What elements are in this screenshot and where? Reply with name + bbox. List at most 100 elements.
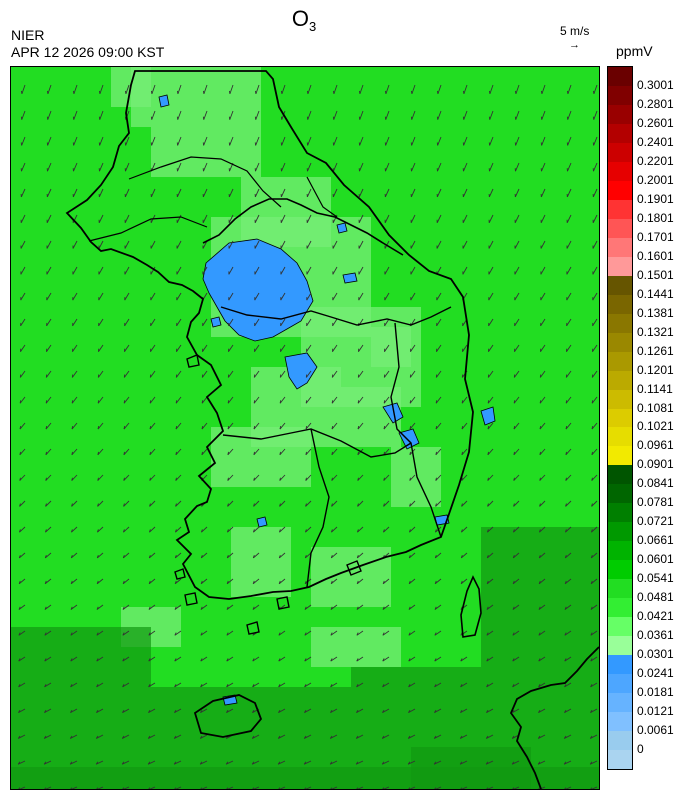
wind-arrow-head <box>539 529 541 533</box>
wind-arrow <box>513 396 520 404</box>
wind-arrow-head <box>148 658 151 662</box>
wind-arrow <box>437 84 442 94</box>
wind-arrow-head <box>174 658 177 662</box>
wind-arrow-head <box>331 529 333 533</box>
colorbar-cell <box>608 104 632 125</box>
wind-arrow <box>174 708 182 714</box>
wind-arrow <box>435 396 442 404</box>
wind-arrow <box>435 448 442 456</box>
wind-arrow-head <box>279 529 281 533</box>
colorbar-cell <box>608 85 632 106</box>
wind-arrow <box>201 526 208 533</box>
wind-arrow-head <box>278 580 281 584</box>
wind-arrow <box>177 110 182 120</box>
wind-arrow <box>511 760 520 765</box>
wind-arrow <box>175 552 182 559</box>
wind-arrow-head <box>591 451 593 455</box>
wind-arrow <box>200 708 208 714</box>
wind-arrow <box>46 214 52 223</box>
wind-arrow <box>70 578 78 585</box>
wind-arrow <box>488 214 494 223</box>
wind-arrow <box>540 214 546 223</box>
wind-arrow-head <box>18 606 21 610</box>
wind-arrow <box>356 682 364 688</box>
wind-arrow <box>538 682 546 688</box>
wind-arrow <box>305 422 312 430</box>
wind-arrow <box>98 240 104 249</box>
wind-arrow <box>436 214 442 223</box>
wind-arrow <box>97 422 104 430</box>
wind-arrow <box>123 422 130 430</box>
wind-arrow <box>176 240 182 249</box>
wind-arrow <box>487 474 494 481</box>
wind-arrow <box>330 630 338 636</box>
wind-arrow <box>459 760 468 765</box>
wind-arrow <box>330 734 338 739</box>
wind-arrow <box>566 188 572 198</box>
wind-arrow <box>591 786 598 789</box>
wind-arrow-head <box>174 684 177 688</box>
wind-arrow-head <box>174 787 177 789</box>
colorbar-cell <box>608 313 632 334</box>
wind-arrow-head <box>19 529 21 533</box>
wind-arrow <box>174 734 182 739</box>
wind-arrow <box>514 266 520 275</box>
wind-arrow-head <box>539 503 541 507</box>
wind-arrow <box>200 604 208 610</box>
wind-arrow <box>280 318 286 327</box>
wind-arrow <box>98 266 104 275</box>
wind-arrow <box>411 110 416 120</box>
low-concentration-area <box>398 428 420 450</box>
wind-arrow-head <box>200 554 203 559</box>
wind-arrow <box>306 188 312 198</box>
colorbar-label: 0.1261 <box>637 343 674 358</box>
wind-arrow <box>487 526 494 533</box>
wind-arrow <box>124 292 130 301</box>
wind-arrow <box>538 656 546 662</box>
wind-arrow-head <box>330 632 333 636</box>
wind-arrow <box>357 526 364 533</box>
wind-arrow <box>512 604 520 610</box>
wind-arrow <box>306 344 312 352</box>
wind-arrow <box>461 396 468 404</box>
wind-arrow-head <box>564 787 567 789</box>
wind-arrow <box>385 110 390 120</box>
wind-arrow <box>461 786 468 789</box>
colorbar-cell <box>608 598 632 618</box>
wind-arrow-head <box>43 761 47 765</box>
colorbar-label: 0.1601 <box>637 248 674 263</box>
wind-arrow-head <box>305 426 308 430</box>
wind-arrow <box>18 682 26 688</box>
wind-arrow-head <box>122 684 125 688</box>
wind-arrow <box>486 630 494 636</box>
wind-arrow <box>19 474 26 481</box>
wind-arrow <box>591 370 598 378</box>
colorbar-label: 0.2801 <box>637 96 674 111</box>
wind-arrow <box>279 786 286 789</box>
wind-arrow-head <box>175 477 177 481</box>
low-ozone-patch <box>311 627 401 667</box>
wind-arrow-head <box>486 787 489 789</box>
wind-arrow <box>434 682 442 688</box>
wind-arrow <box>122 682 130 688</box>
colorbar-cell <box>608 484 632 504</box>
dmz-line <box>202 198 404 256</box>
wind-arrow <box>281 136 286 146</box>
wind-arrow-head <box>487 477 489 481</box>
wind-arrow-head <box>435 477 437 481</box>
wind-arrow-head <box>44 632 47 636</box>
wind-arrow <box>176 214 182 223</box>
wind-arrow-head <box>96 580 99 584</box>
wind-arrow-head <box>304 684 307 688</box>
wind-arrow <box>21 110 26 120</box>
wind-arrow <box>540 292 546 301</box>
wind-arrow <box>356 708 364 714</box>
wind-arrow-head <box>200 580 203 584</box>
wind-arrow-head <box>96 554 99 559</box>
wind-arrow-head <box>175 451 177 455</box>
wind-arrow <box>383 500 390 507</box>
wind-arrow <box>254 266 260 275</box>
wind-arrow <box>513 500 520 507</box>
wind-arrow <box>45 370 52 378</box>
wind-arrow-head <box>17 761 21 765</box>
